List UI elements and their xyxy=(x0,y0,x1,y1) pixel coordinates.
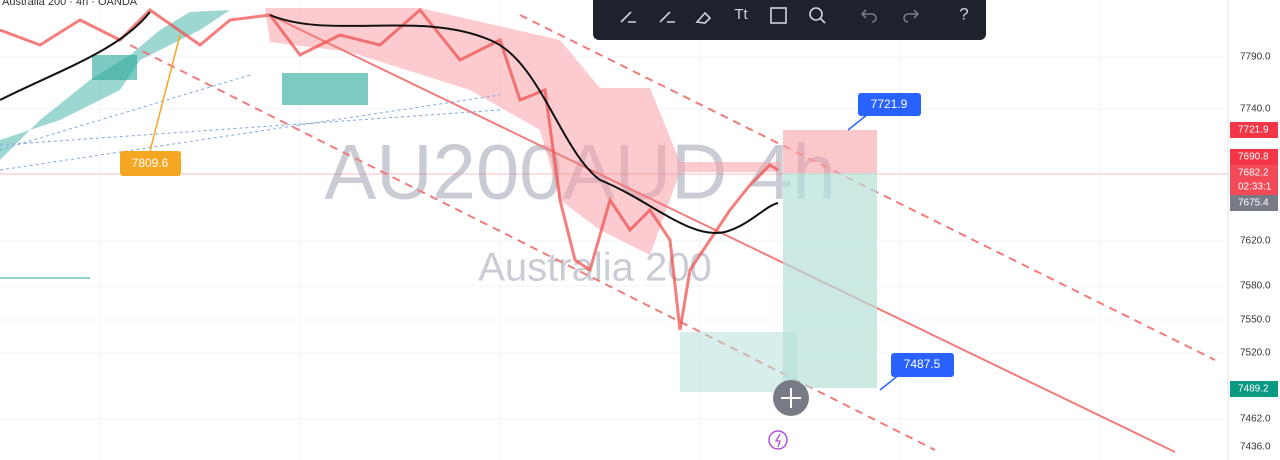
callout-box xyxy=(891,353,954,377)
badge-high: 7690.8 xyxy=(1238,152,1269,163)
axis-label: 7580.0 xyxy=(1240,281,1271,292)
badge-target: 7721.9 xyxy=(1238,125,1269,136)
callout-pointer xyxy=(847,113,869,131)
badge xyxy=(1230,381,1278,397)
green-cloud xyxy=(0,10,230,160)
red-cloud xyxy=(265,8,780,255)
alert-icon[interactable] xyxy=(768,430,788,450)
brush-icon[interactable] xyxy=(659,11,675,23)
fib-lines xyxy=(0,74,501,171)
alert-bolt xyxy=(774,433,781,448)
axis-label: 7620.0 xyxy=(1240,236,1271,247)
move-icon xyxy=(781,388,801,408)
toolbar-icons xyxy=(620,7,920,24)
axis-label: 7790.0 xyxy=(1240,52,1271,63)
badge-last: 7682.2 xyxy=(1238,168,1269,179)
target-zone xyxy=(783,130,877,173)
price-path xyxy=(0,7,779,331)
badge-countdown: 02:33:1 xyxy=(1238,182,1272,193)
channel-lower xyxy=(129,44,936,451)
help-button[interactable]: ? xyxy=(959,4,968,23)
badge xyxy=(1230,165,1278,195)
undo-icon[interactable] xyxy=(860,9,877,23)
zone xyxy=(92,55,137,80)
zoom-handle xyxy=(819,17,826,24)
axis-label: 7462.0 xyxy=(1240,414,1271,425)
badge xyxy=(1230,149,1278,165)
zoom-icon[interactable] xyxy=(809,7,823,21)
channel-upper xyxy=(519,14,1216,361)
badge-stop: 7489.2 xyxy=(1238,384,1269,395)
pen-icon[interactable] xyxy=(620,11,636,23)
price-axis: 7790.0 7740.0 7620.0 7580.0 7550.0 7520.… xyxy=(1230,52,1278,453)
zone xyxy=(282,73,368,105)
profit-zone xyxy=(783,173,877,388)
drawing-toolbar xyxy=(593,0,986,40)
badge-ma: 7675.4 xyxy=(1238,198,1269,209)
callout-box xyxy=(858,93,921,116)
axis-label: 7550.0 xyxy=(1240,315,1271,326)
axis-label: 7520.0 xyxy=(1240,348,1271,359)
callout-stop: 7487.5 xyxy=(904,357,941,371)
text-tool[interactable]: Tt xyxy=(734,6,748,23)
axis-label: 7740.0 xyxy=(1240,104,1271,115)
symbol-legend: Australia 200 · 4h · OANDA xyxy=(2,0,138,8)
rect-icon[interactable] xyxy=(770,7,787,24)
callout-level: 7809.6 xyxy=(132,156,169,170)
eraser-icon[interactable] xyxy=(695,11,712,24)
channel-line xyxy=(269,14,1176,453)
redo-icon[interactable] xyxy=(903,9,920,23)
moving-average xyxy=(0,11,779,235)
badge xyxy=(1230,122,1278,138)
axis-label: 7436.0 xyxy=(1240,442,1271,453)
callout-target: 7721.9 xyxy=(871,97,908,111)
callout-pointer xyxy=(149,34,181,152)
zone xyxy=(680,332,797,392)
callout-box xyxy=(120,151,181,176)
badge xyxy=(1230,195,1278,211)
